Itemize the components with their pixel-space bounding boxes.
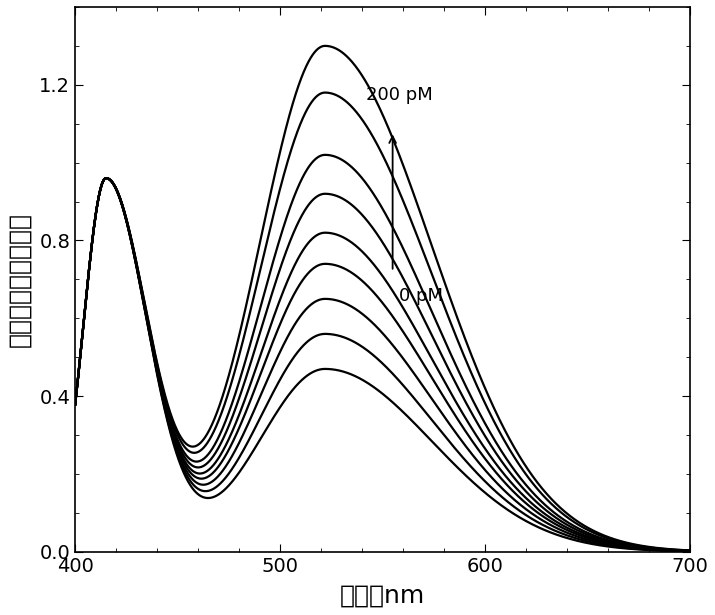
X-axis label: 波长／nm: 波长／nm bbox=[340, 584, 425, 608]
Text: 0 pM: 0 pM bbox=[399, 287, 443, 305]
Y-axis label: 荧光强度（归一化）: 荧光强度（归一化） bbox=[7, 212, 31, 347]
Text: 200 pM: 200 pM bbox=[366, 86, 433, 105]
